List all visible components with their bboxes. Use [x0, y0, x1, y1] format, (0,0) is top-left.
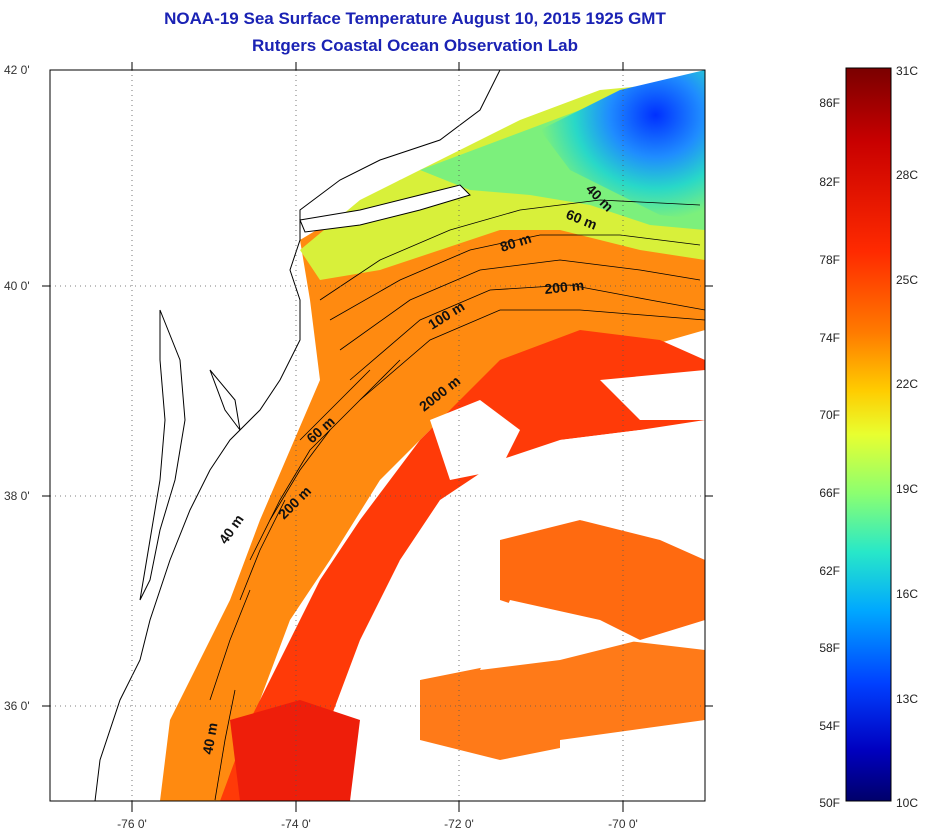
cloud-gap: [600, 370, 705, 420]
cloud-gap: [360, 740, 430, 801]
cb-c-label: 28C: [896, 168, 918, 182]
cb-f-label: 50F: [819, 796, 840, 810]
cb-c-label: 16C: [896, 587, 918, 601]
cloud-gap: [560, 720, 705, 801]
long-island: [299, 184, 471, 233]
cloud-gap: [430, 400, 520, 480]
cb-c-label: 10C: [896, 796, 918, 810]
delaware-bay: [209, 369, 241, 431]
cb-f-label: 86F: [819, 96, 840, 110]
lat-label-36: 36 0': [4, 699, 30, 713]
sst-south-red: [230, 700, 360, 801]
contour-label: 40 m: [199, 721, 220, 755]
bathymetry-contours: [209, 199, 705, 801]
cb-c-label: 19C: [896, 482, 918, 496]
sst-field: [50, 70, 705, 801]
cb-f-label: 82F: [819, 175, 840, 189]
map-gridlines: [50, 70, 705, 801]
cb-f-label: 54F: [819, 719, 840, 733]
colorbar: [845, 67, 892, 802]
lon-label-74: -74 0': [281, 817, 311, 831]
sst-gulf-stream: [220, 330, 705, 801]
cb-f-label: 66F: [819, 486, 840, 500]
cloud-gap: [500, 430, 705, 540]
sst-cold-patch: [540, 70, 705, 220]
cb-f-label: 78F: [819, 253, 840, 267]
cb-f-label: 70F: [819, 408, 840, 422]
colorbar-f-labels: 86F 82F 78F 74F 70F 66F 62F 58F 54F 50F: [819, 96, 840, 810]
cloud-gap: [480, 600, 640, 670]
cb-c-label: 22C: [896, 377, 918, 391]
map-subtitle: Rutgers Coastal Ocean Observation Lab: [252, 36, 578, 55]
cb-f-label: 62F: [819, 564, 840, 578]
sst-warm-shelf: [160, 150, 705, 801]
contour-label: 200 m: [544, 277, 585, 297]
lon-label-72: -72 0': [444, 817, 474, 831]
landmass: [50, 70, 501, 801]
cloud-gap: [380, 540, 500, 680]
cb-f-label: 58F: [819, 641, 840, 655]
cb-f-label: 74F: [819, 331, 840, 345]
lon-label-70: -70 0': [608, 817, 638, 831]
lat-label-40: 40 0': [4, 279, 30, 293]
cb-c-label: 13C: [896, 692, 918, 706]
chesapeake-bay: [139, 309, 186, 601]
lon-label-76: -76 0': [117, 817, 147, 831]
lat-label-38: 38 0': [4, 489, 30, 503]
map-border: [49, 69, 706, 802]
map-ticks: [42, 62, 713, 812]
cb-c-label: 25C: [896, 273, 918, 287]
map-title: NOAA-19 Sea Surface Temperature August 1…: [164, 9, 666, 28]
lat-label-42: 42 0': [4, 63, 30, 77]
cb-c-label: 31C: [896, 64, 918, 78]
colorbar-c-labels: 31C 28C 25C 22C 19C 16C 13C 10C: [896, 64, 918, 810]
